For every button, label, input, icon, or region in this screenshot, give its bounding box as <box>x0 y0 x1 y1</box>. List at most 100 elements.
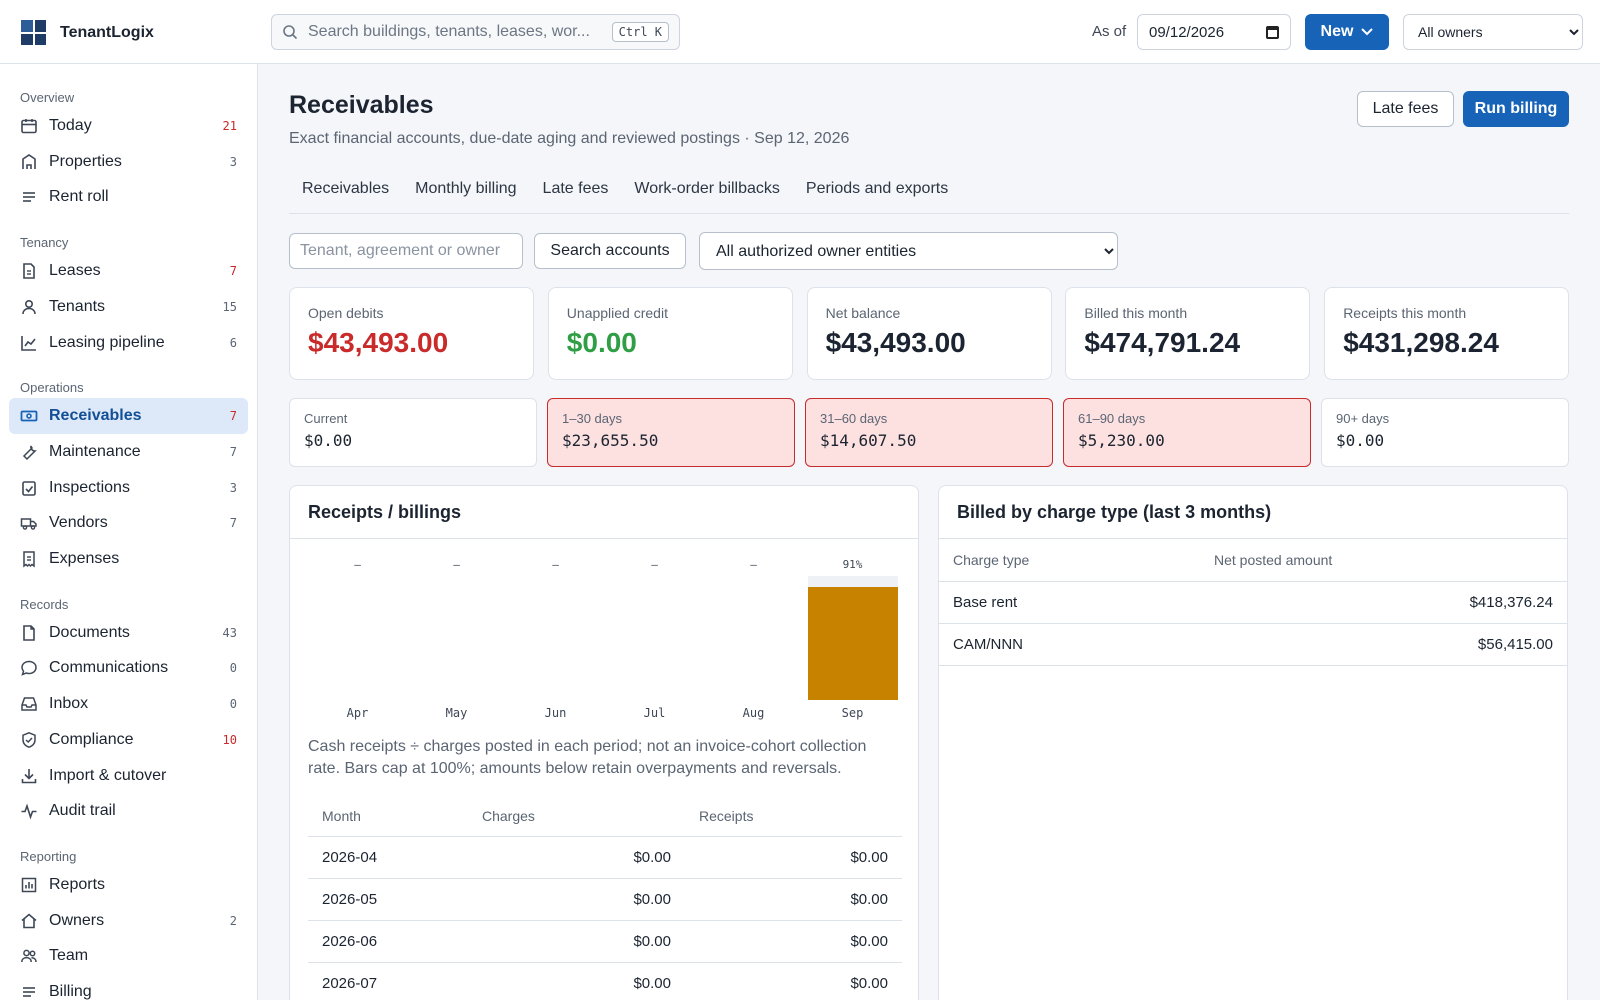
bar-value-label: – <box>453 558 460 571</box>
table-header-row: Charge type Net posted amount <box>939 539 1567 582</box>
sidebar-item-properties[interactable]: Properties 3 <box>9 144 248 180</box>
x-tick-label: Aug <box>742 706 765 720</box>
aging-bucket[interactable]: 90+ days $0.00 <box>1321 398 1569 467</box>
sidebar-item-label: Inspections <box>49 478 130 496</box>
run-billing-button[interactable]: Run billing <box>1463 91 1569 127</box>
aging-bucket[interactable]: 1–30 days $23,655.50 <box>547 398 795 467</box>
tab-receivables[interactable]: Receivables <box>302 180 390 197</box>
owner-filter-select[interactable]: All owners <box>1403 14 1583 50</box>
clipboard-check-icon <box>20 479 38 497</box>
sidebar-item-vendors[interactable]: Vendors 7 <box>9 505 248 541</box>
page-subtitle: Exact financial accounts, due-date aging… <box>289 130 850 147</box>
page-title: Receivables <box>289 91 434 119</box>
sidebar-item-today[interactable]: Today 21 <box>9 108 248 144</box>
calendar-icon <box>20 117 38 135</box>
sidebar-item-documents[interactable]: Documents 43 <box>9 615 248 651</box>
sidebar-item-audit-trail[interactable]: Audit trail <box>9 793 248 829</box>
tab-late-fees[interactable]: Late fees <box>542 180 609 197</box>
money-icon <box>20 407 38 425</box>
sidebar-item-import-and-cutover[interactable]: Import & cutover <box>9 758 248 794</box>
chevron-down-icon <box>1361 28 1374 36</box>
receipts-cell: $0.00 <box>685 836 902 879</box>
sidebar-item-label: Inbox <box>49 695 89 713</box>
aging-bucket[interactable]: Current $0.00 <box>289 398 537 467</box>
tab-work-order-billbacks[interactable]: Work-order billbacks <box>634 180 780 197</box>
sidebar-item-label: Maintenance <box>49 442 141 460</box>
stat-label: Open debits <box>308 305 384 321</box>
chart-bar-column: – Aug <box>709 552 799 722</box>
truck-icon <box>20 514 38 532</box>
sidebar-item-label: Receivables <box>49 407 142 425</box>
table-row[interactable]: 2026-05 $0.00 $0.00 <box>308 878 902 921</box>
search-icon <box>283 25 298 40</box>
calendar-icon[interactable] <box>1266 25 1279 39</box>
sidebar-item-billing[interactable]: Billing <box>9 974 248 1000</box>
sidebar-item-owners[interactable]: Owners 2 <box>9 903 248 939</box>
sidebar-item-leasing-pipeline[interactable]: Leasing pipeline 6 <box>9 325 248 361</box>
chart-note: Cash receipts ÷ charges posted in each p… <box>308 738 867 777</box>
table-row[interactable]: 2026-04 $0.00 $0.00 <box>308 836 902 879</box>
sidebar-item-expenses[interactable]: Expenses <box>9 541 248 577</box>
stat-label: Unapplied credit <box>566 305 668 321</box>
table-row[interactable]: 2026-06 $0.00 $0.00 <box>308 920 902 963</box>
bar-value-label: – <box>750 558 757 571</box>
sidebar-item-communications[interactable]: Communications 0 <box>9 650 248 686</box>
charge-type-cell: CAM/NNN <box>939 623 1200 666</box>
late-fees-button[interactable]: Late fees <box>1357 91 1454 127</box>
building-icon <box>20 153 38 171</box>
sidebar-item-leases[interactable]: Leases 7 <box>9 253 248 289</box>
stat-value: $431,298.24 <box>1343 327 1499 358</box>
charges-cell: $0.00 <box>468 920 685 963</box>
charges-cell: $0.00 <box>468 962 685 1000</box>
chat-icon <box>20 659 38 677</box>
stat-card-receipts-this-month: Receipts this month $431,298.24 <box>1324 287 1570 380</box>
sidebar-item-maintenance[interactable]: Maintenance 7 <box>9 434 248 470</box>
bar-value-label: – <box>354 558 361 571</box>
sidebar-item-team[interactable]: Team <box>9 938 248 974</box>
sidebar-item-compliance[interactable]: Compliance 10 <box>9 722 248 758</box>
x-tick-label: May <box>445 706 468 720</box>
table-row[interactable]: Base rent $418,376.24 <box>939 581 1567 624</box>
account-search-input[interactable] <box>289 233 523 269</box>
sidebar-item-count: 43 <box>222 625 237 640</box>
search-accounts-button[interactable]: Search accounts <box>534 233 686 269</box>
stat-label: Receipts this month <box>1343 305 1467 321</box>
aging-bucket-label: 61–90 days <box>1078 411 1146 426</box>
column-header-net-posted: Net posted amount <box>1200 539 1567 582</box>
tab-monthly-billing[interactable]: Monthly billing <box>415 180 517 197</box>
receipts-billings-card: Receipts / billings – Apr – May – Jun – Jul – Aug… <box>289 485 919 1000</box>
owner-entity-select[interactable]: All authorized owner entities <box>699 232 1118 270</box>
sidebar-item-label: Billing <box>49 983 92 1000</box>
as-of-date-input[interactable]: 09/12/2026 <box>1137 14 1291 50</box>
sidebar-item-rent-roll[interactable]: Rent roll <box>9 179 248 215</box>
sidebar-item-tenants[interactable]: Tenants 15 <box>9 289 248 325</box>
new-button[interactable]: New <box>1305 14 1389 50</box>
brand[interactable]: TenantLogix <box>21 20 154 45</box>
table-header-row: Month Charges Receipts <box>308 796 902 837</box>
stat-value: $43,493.00 <box>308 327 449 358</box>
home-icon <box>20 912 38 930</box>
table-row[interactable]: 2026-07 $0.00 $0.00 <box>308 962 902 1000</box>
global-search-input[interactable] <box>308 23 612 41</box>
as-of-date-value: 09/12/2026 <box>1149 23 1225 41</box>
sidebar-item-label: Expenses <box>49 550 120 567</box>
tab-periods-and-exports[interactable]: Periods and exports <box>805 180 949 197</box>
sidebar-item-count: 0 <box>229 661 237 676</box>
sidebar-item-inspections[interactable]: Inspections 3 <box>9 470 248 506</box>
sidebar-item-count: 7 <box>229 409 237 424</box>
aging-bucket[interactable]: 31–60 days $14,607.50 <box>805 398 1053 467</box>
sidebar-item-inbox[interactable]: Inbox 0 <box>9 686 248 722</box>
sidebar-item-receivables[interactable]: Receivables 7 <box>9 398 248 435</box>
table-row[interactable]: CAM/NNN $56,415.00 <box>939 623 1567 666</box>
shortcut-hint: Ctrl K <box>611 22 669 42</box>
column-header-receipts: Receipts <box>685 796 902 837</box>
net-posted-cell: $418,376.24 <box>1200 581 1567 624</box>
sidebar-item-count: 0 <box>229 697 237 712</box>
aging-bucket-value: $5,230.00 <box>1078 431 1165 450</box>
stat-value: $474,791.24 <box>1084 327 1241 358</box>
aging-bucket[interactable]: 61–90 days $5,230.00 <box>1063 398 1311 467</box>
sidebar-item-reports[interactable]: Reports <box>9 867 248 903</box>
chart-bar-column: – Jun <box>511 552 601 722</box>
chart-line-icon <box>20 334 38 352</box>
global-search[interactable]: Ctrl K <box>271 14 680 50</box>
